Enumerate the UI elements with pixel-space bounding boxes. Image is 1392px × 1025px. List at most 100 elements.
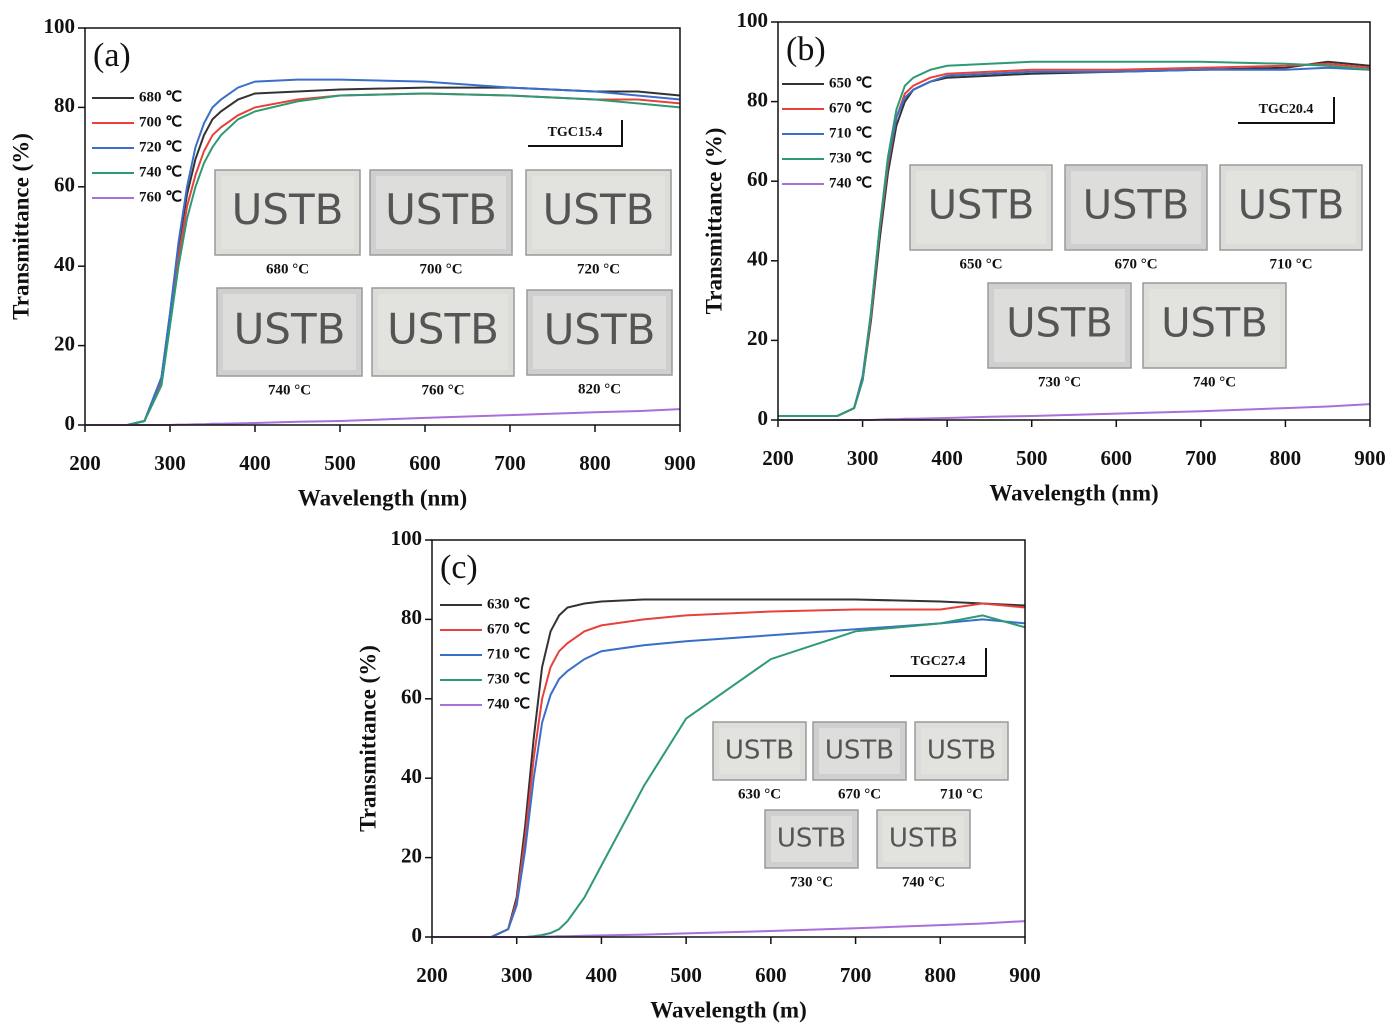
x-tick-label: 300 (154, 451, 186, 475)
x-axis-label: Wavelength (m) (650, 997, 807, 1022)
x-tick-label: 700 (1185, 446, 1217, 470)
photo-label: 740 °C (902, 874, 945, 890)
photo-text: USTB (385, 185, 497, 234)
y-tick-label: 40 (401, 764, 422, 788)
y-tick-label: 0 (65, 411, 76, 435)
photo-label: 670 °C (1114, 256, 1157, 272)
sample-bracket (1238, 97, 1335, 124)
x-tick-label: 400 (931, 446, 963, 470)
photo-glass (1071, 171, 1201, 244)
plot-frame (777, 21, 1371, 421)
series-line (778, 403, 1371, 421)
photo-glass (1226, 171, 1356, 244)
plot-frame (431, 539, 1026, 938)
x-axis-label: Wavelength (nm) (989, 480, 1158, 505)
photo-text: USTB (777, 824, 846, 854)
photo-glass (771, 816, 852, 862)
photo-text: USTB (1083, 183, 1190, 229)
x-tick-label: 800 (925, 963, 957, 987)
sample-bracket (890, 648, 987, 677)
x-tick-label: 200 (69, 451, 101, 475)
x-tick-label: 900 (1009, 963, 1041, 987)
y-tick-label: 80 (54, 93, 75, 117)
legend-label: 740 ℃ (487, 696, 530, 712)
photo-glass (719, 728, 800, 774)
photo-label: 710 °C (1269, 256, 1312, 272)
legend-label: 650 ℃ (829, 75, 872, 91)
x-tick-label: 400 (586, 963, 618, 987)
photo-text: USTB (543, 185, 655, 234)
y-tick-label: 0 (758, 406, 769, 430)
photo-glass (883, 816, 964, 862)
y-tick-label: 100 (391, 526, 423, 550)
photo-label: 700 °C (419, 261, 462, 277)
legend-label: 700 ℃ (139, 114, 182, 130)
x-tick-label: 900 (1354, 446, 1386, 470)
photo-glass (376, 176, 506, 249)
x-tick-label: 200 (416, 963, 448, 987)
photo-label: 680 °C (266, 261, 309, 277)
series-line (85, 92, 681, 426)
x-tick-label: 500 (670, 963, 702, 987)
legend-label: 740 ℃ (139, 164, 182, 180)
photo-label: 730 °C (790, 874, 833, 890)
panel-label: (b) (786, 31, 826, 68)
photo-text: USTB (387, 305, 499, 354)
x-tick-label: 800 (579, 451, 611, 475)
photo-label: 650 °C (959, 256, 1002, 272)
photo-text: USTB (889, 824, 958, 854)
legend-label: 670 ℃ (829, 100, 872, 116)
photo-text: USTB (1006, 301, 1113, 347)
series-line (85, 408, 681, 426)
y-tick-label: 100 (737, 8, 769, 32)
y-tick-label: 100 (44, 14, 76, 38)
y-tick-label: 20 (401, 843, 422, 867)
y-tick-label: 40 (54, 252, 75, 276)
sample-label: TGC15.4 (548, 125, 603, 140)
legend-label: 710 ℃ (487, 646, 530, 662)
photo-glass (532, 176, 665, 249)
legend-label: 680 ℃ (139, 89, 182, 105)
photo-label: 740 °C (268, 382, 311, 398)
photo-label: 820 °C (578, 381, 621, 397)
x-tick-label: 900 (664, 451, 696, 475)
x-tick-label: 700 (840, 963, 872, 987)
photo-text: USTB (725, 736, 794, 766)
y-tick-label: 60 (54, 173, 75, 197)
photo-label: 630 °C (738, 786, 781, 802)
legend-label: 730 ℃ (487, 671, 530, 687)
legend-label: 730 ℃ (829, 150, 872, 166)
photo-glass (221, 176, 354, 249)
photo-text: USTB (544, 305, 656, 354)
photo-glass (916, 171, 1046, 244)
x-tick-label: 500 (1016, 446, 1048, 470)
photo-glass (921, 728, 1002, 774)
legend-label: 710 ℃ (829, 125, 872, 141)
photo-label: 670 °C (838, 786, 881, 802)
panel-label: (a) (93, 37, 131, 74)
x-tick-label: 800 (1270, 446, 1302, 470)
y-tick-label: 20 (54, 331, 75, 355)
photo-label: 760 °C (421, 382, 464, 398)
x-tick-label: 200 (762, 446, 794, 470)
y-tick-label: 80 (401, 605, 422, 629)
y-tick-label: 40 (747, 247, 768, 271)
x-tick-label: 300 (501, 963, 533, 987)
sample-bracket (528, 120, 623, 147)
y-tick-label: 20 (747, 326, 768, 350)
x-tick-label: 600 (1101, 446, 1133, 470)
sample-label: TGC20.4 (1259, 102, 1314, 117)
x-tick-label: 400 (239, 451, 271, 475)
photo-text: USTB (1161, 301, 1268, 347)
y-tick-label: 0 (412, 923, 423, 947)
legend-label: 720 ℃ (139, 139, 182, 155)
y-axis-label: Transmittance (%) (701, 128, 726, 315)
photo-text: USTB (234, 305, 346, 354)
legend-label: 760 ℃ (139, 189, 182, 205)
x-tick-label: 300 (847, 446, 879, 470)
photo-glass (378, 294, 508, 370)
series-line (432, 618, 1026, 938)
photo-label: 740 °C (1193, 374, 1236, 390)
legend-label: 670 ℃ (487, 621, 530, 637)
